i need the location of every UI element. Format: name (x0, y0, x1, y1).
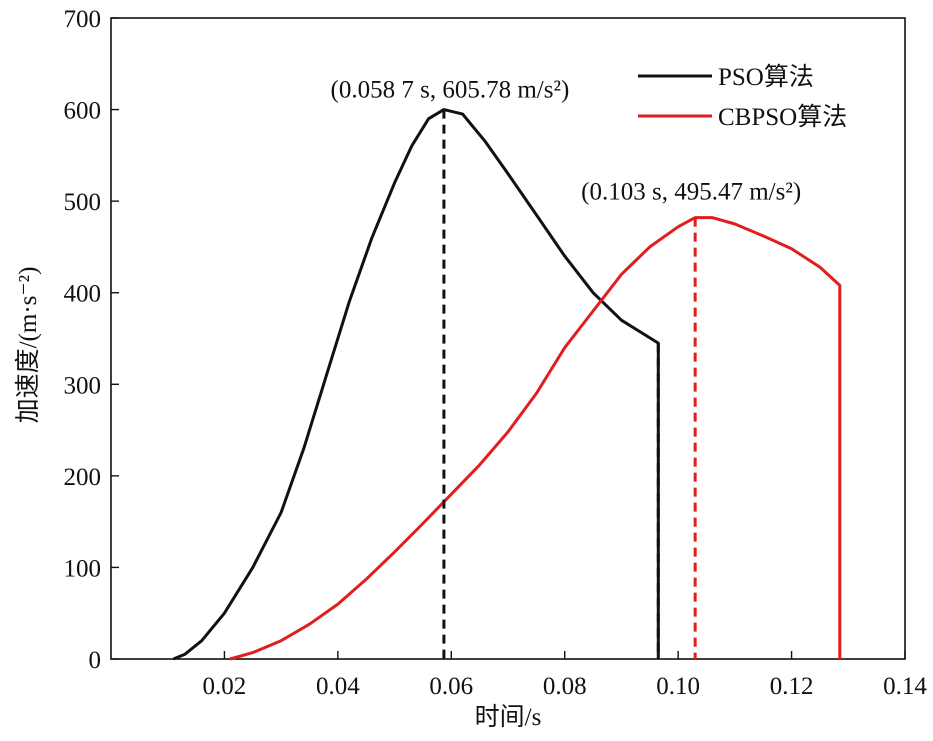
x-tick-label: 0.10 (656, 673, 700, 700)
legend: PSO算法 CBPSO算法 (638, 63, 847, 131)
legend-label-cbpso: CBPSO算法 (718, 103, 847, 131)
y-tick-label: 200 (64, 464, 102, 491)
x-axis-title: 时间/s (475, 703, 542, 731)
y-tick-label: 300 (64, 372, 102, 399)
y-axis-title: 加速度/(m·s⁻²) (14, 267, 42, 424)
peak-annotation-1: (0.103 s, 495.47 m/s²) (581, 179, 801, 206)
y-tick-label: 600 (64, 98, 102, 125)
plot-frame (110, 17, 906, 660)
y-tick-label: 500 (64, 189, 102, 216)
y-axis: 0 100 200 300 400 500 600 700 (64, 6, 119, 674)
annotation-layer: (0.058 7 s, 605.78 m/s²) (0.103 s, 495.47… (331, 77, 801, 659)
y-tick-label: 700 (64, 6, 102, 33)
y-tick-label: 0 (89, 647, 102, 674)
y-tick-label: 100 (64, 555, 102, 582)
x-tick-label: 0.12 (770, 673, 814, 700)
peak-annotation-0: (0.058 7 s, 605.78 m/s²) (331, 77, 570, 104)
y-tick-label: 400 (64, 281, 102, 308)
x-axis: 0.02 0.04 0.06 0.08 0.10 0.12 0.14 (203, 651, 927, 700)
x-tick-label: 0.04 (316, 673, 360, 700)
x-tick-label: 0.02 (203, 673, 247, 700)
x-tick-label: 0.06 (429, 673, 473, 700)
series-layer (172, 108, 842, 661)
legend-label-pso: PSO算法 (718, 63, 814, 91)
series-line-0 (172, 108, 660, 661)
x-tick-label: 0.14 (883, 673, 927, 700)
x-tick-label: 0.08 (543, 673, 587, 700)
series-line-1 (229, 216, 842, 661)
